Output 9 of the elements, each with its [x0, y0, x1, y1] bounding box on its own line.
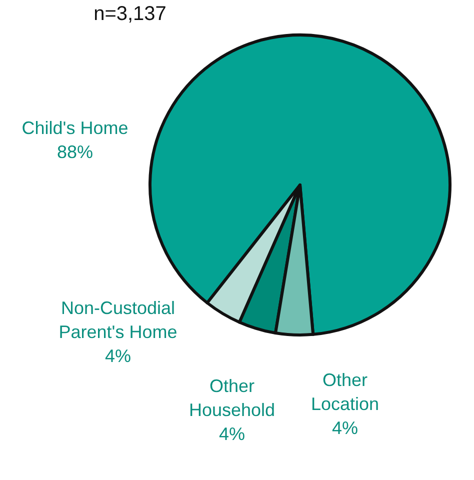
slice-label: Child's Home [22, 118, 128, 138]
slice-label: Other Location [310, 370, 380, 414]
chart-title: n=3,137 [94, 3, 166, 25]
data-label: 88% [56, 142, 94, 162]
slice-label: Other Household [188, 376, 276, 420]
data-label: 4% [218, 424, 246, 444]
data-label: 4% [332, 418, 358, 438]
data-label: 4% [104, 346, 132, 366]
slice-label: Non-Custodial Parent's Home [58, 298, 178, 342]
